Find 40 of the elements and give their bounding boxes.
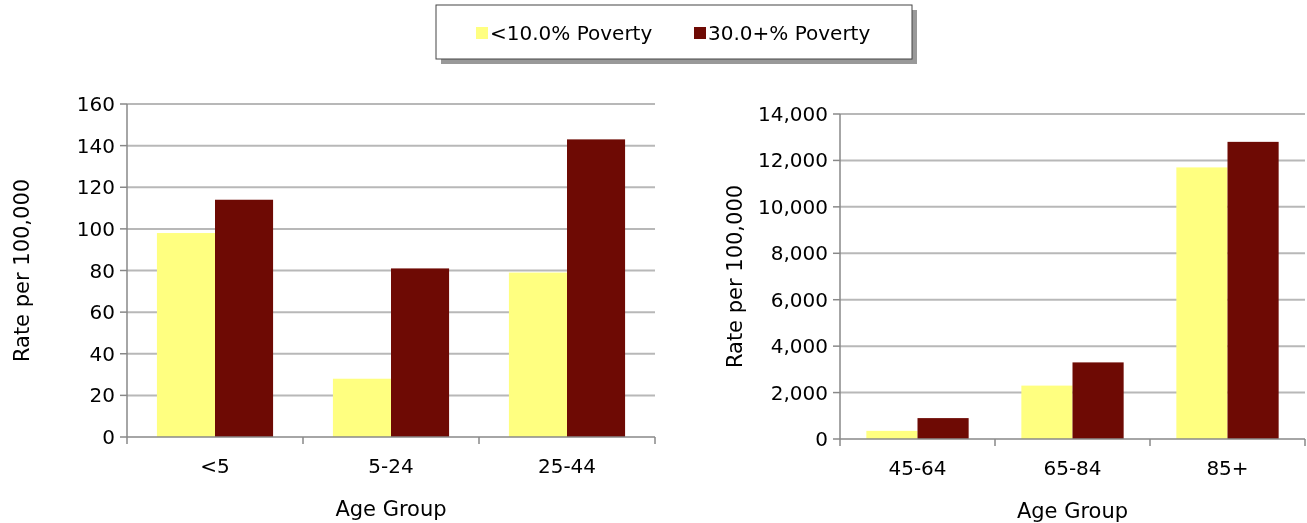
- bar: [156, 233, 215, 437]
- x-tick-label: <5: [200, 454, 230, 478]
- x-axis-title: Age Group: [335, 497, 447, 521]
- x-axis-title: Age Group: [1016, 499, 1129, 523]
- y-tick-label: 20: [89, 383, 115, 408]
- x-tick-label: 85+: [1206, 456, 1249, 480]
- bar: [215, 199, 274, 437]
- y-tick-label: 40: [89, 341, 115, 366]
- y-tick-label: 160: [76, 92, 115, 116]
- y-tick-label: 6,000: [770, 287, 828, 312]
- y-tick-label: 2,000: [770, 380, 828, 405]
- y-tick-label: 4,000: [770, 334, 828, 359]
- y-tick-label: 140: [76, 133, 115, 158]
- y-tick-label: 80: [89, 258, 115, 283]
- y-tick-label: 12,000: [758, 148, 828, 173]
- x-tick-label: 5-24: [368, 454, 414, 478]
- x-tick-label: 45-64: [888, 456, 947, 480]
- y-tick-label: 14,000: [758, 102, 828, 126]
- y-tick-label: 120: [76, 175, 115, 200]
- bar: [567, 139, 626, 437]
- y-tick-label: 60: [89, 300, 115, 325]
- y-tick-label: 10,000: [758, 194, 828, 219]
- bar: [1227, 141, 1279, 439]
- bar: [1021, 385, 1073, 439]
- bar: [391, 268, 450, 437]
- y-axis-title: Rate per 100,000: [10, 178, 34, 363]
- legend-label: 30.0+% Poverty: [708, 21, 871, 45]
- y-tick-label: 100: [76, 216, 115, 241]
- bar: [1072, 362, 1124, 439]
- y-tick-label: 8,000: [770, 241, 828, 266]
- y-tick-label: 0: [102, 425, 115, 449]
- legend-label: <10.0% Poverty: [490, 21, 653, 45]
- y-axis-title: Rate per 100,000: [723, 184, 747, 369]
- y-tick-label: 0: [815, 427, 828, 451]
- bar: [1176, 167, 1228, 439]
- x-tick-label: 25-44: [537, 454, 597, 478]
- bar: [332, 378, 391, 437]
- bar: [508, 272, 567, 437]
- x-tick-label: 65-84: [1043, 456, 1102, 480]
- bar: [917, 418, 969, 439]
